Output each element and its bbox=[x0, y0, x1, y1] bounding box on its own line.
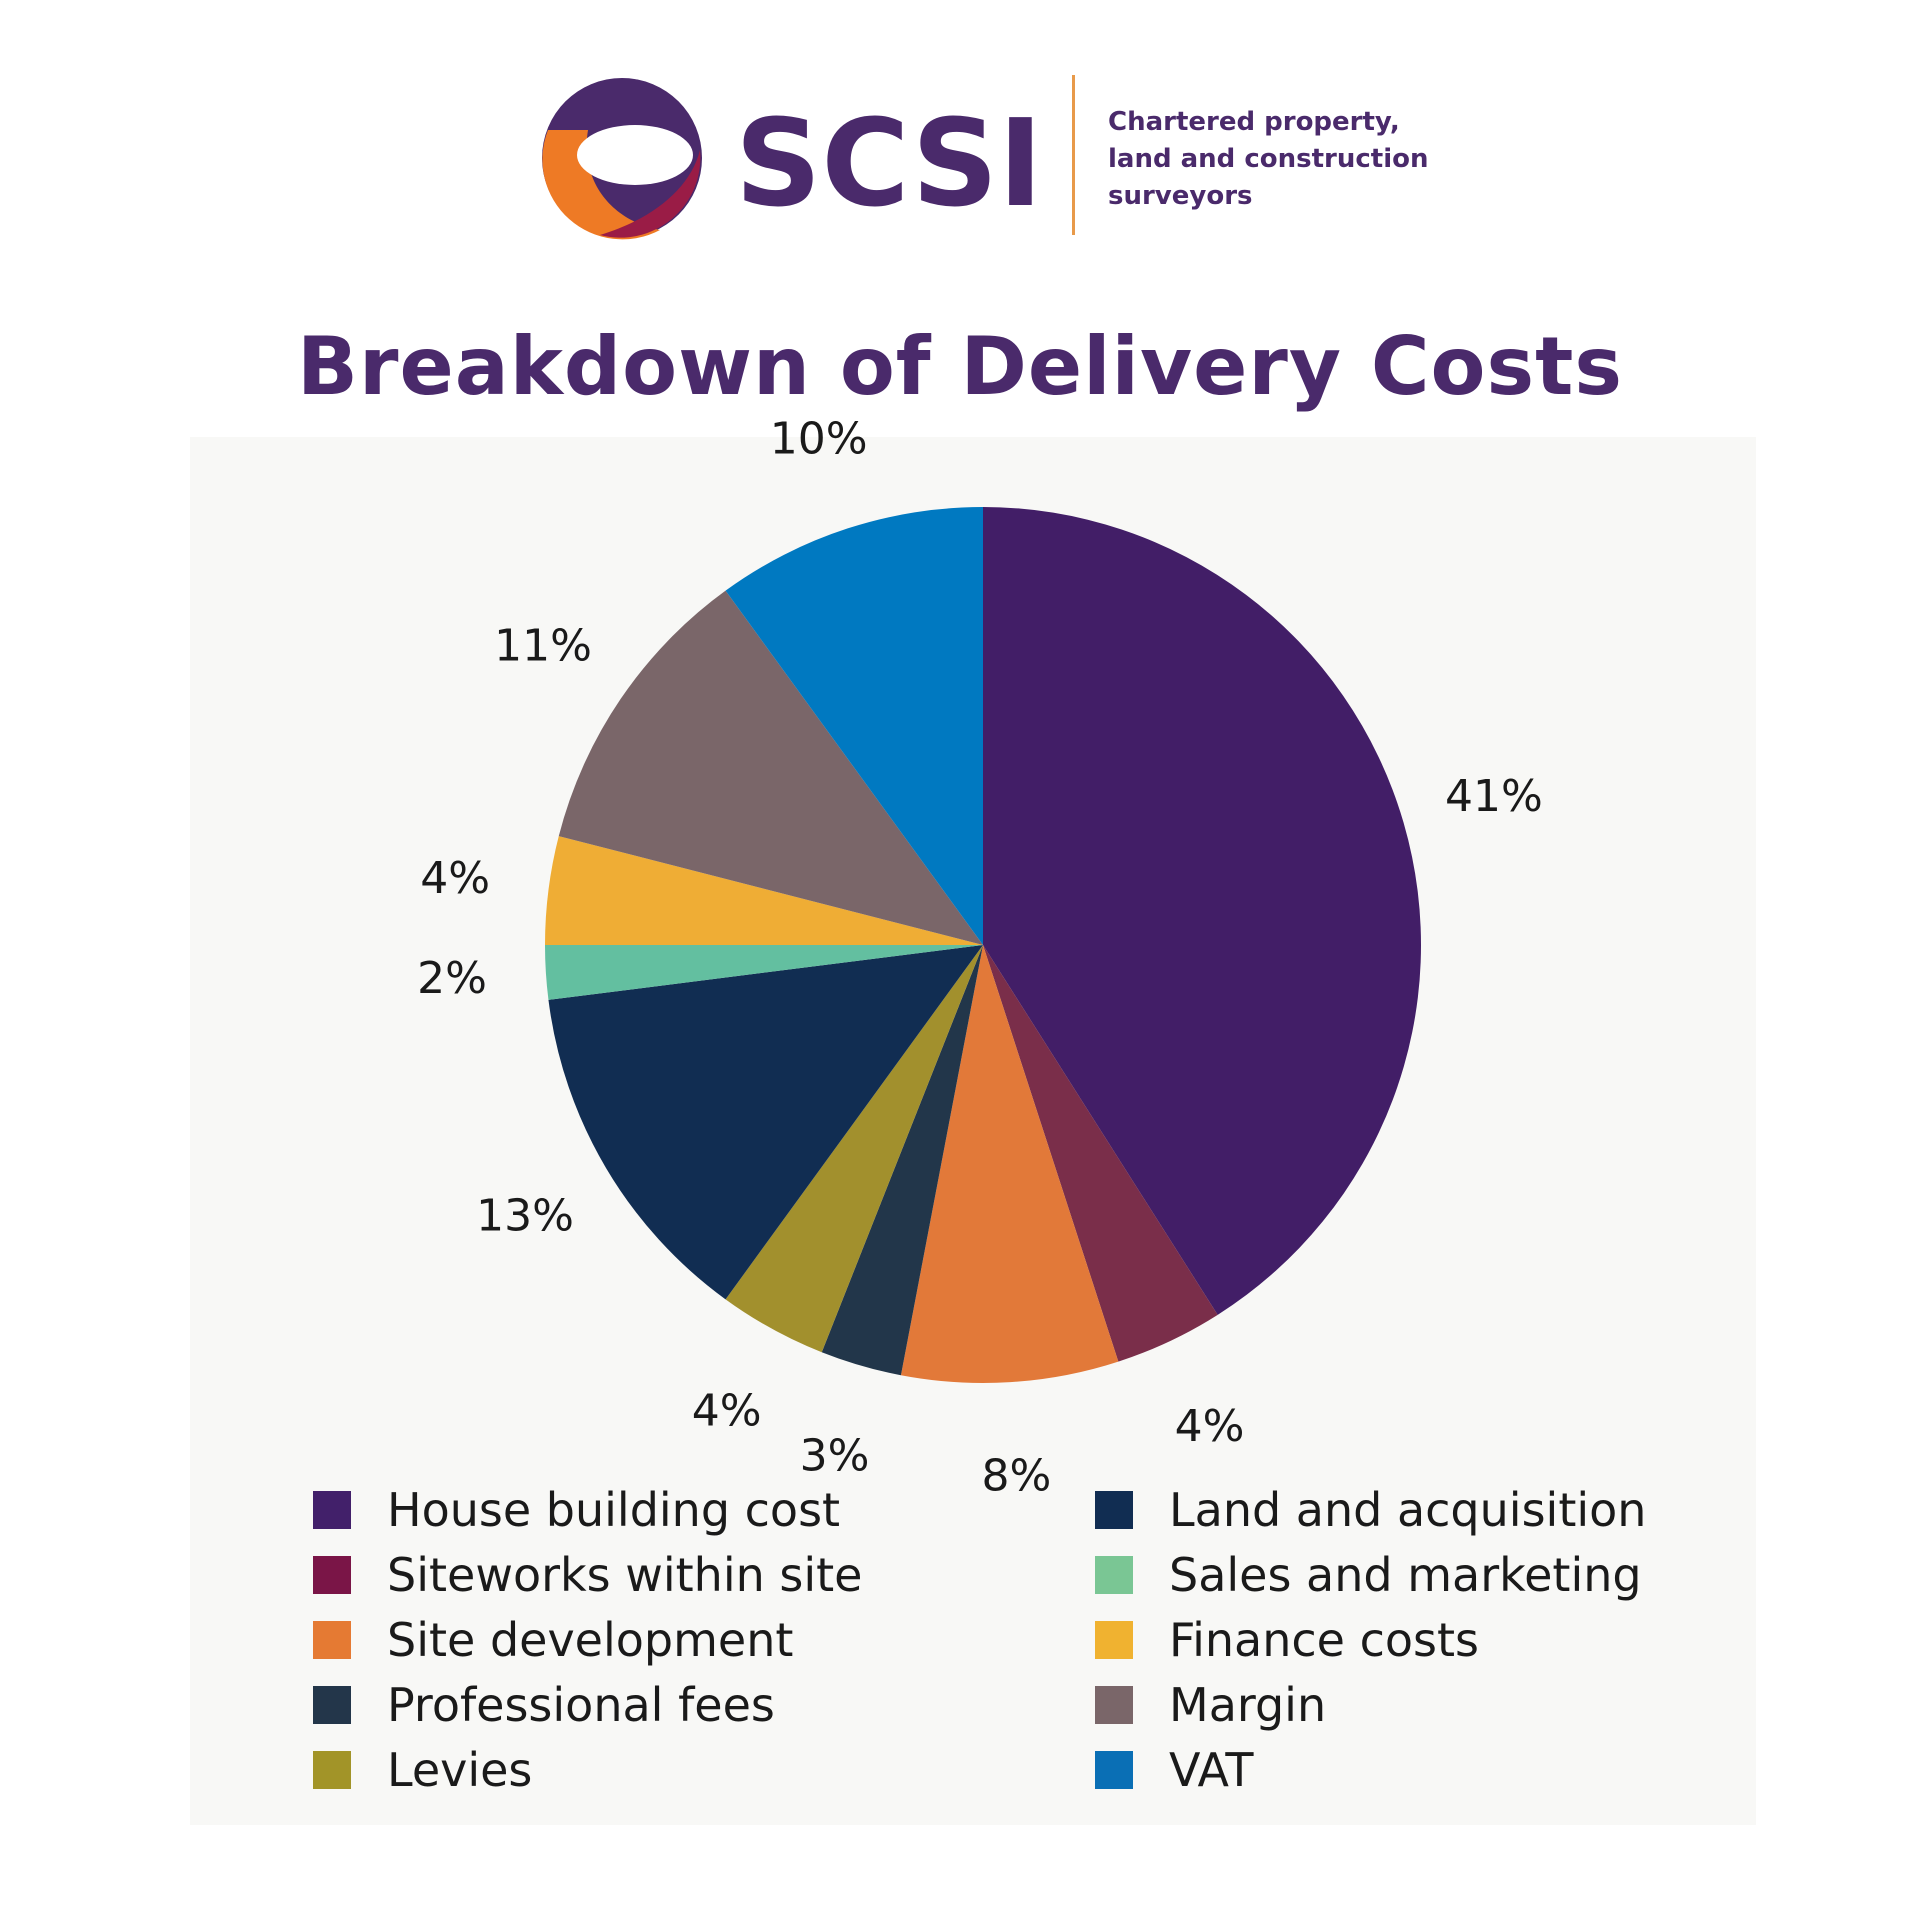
pie-slice-margin bbox=[558, 590, 983, 945]
legend-item-sales-and-marketing: Sales and marketing bbox=[1095, 1545, 1642, 1605]
legend-swatch bbox=[1095, 1621, 1133, 1659]
pie-slice-vat bbox=[725, 507, 983, 945]
legend-swatch bbox=[313, 1621, 351, 1659]
pie-slice-house-building-cost bbox=[983, 507, 1421, 1315]
logo-tagline-line-2: land and construction bbox=[1108, 144, 1429, 174]
legend-item-margin: Margin bbox=[1095, 1675, 1326, 1735]
legend-swatch bbox=[313, 1686, 351, 1724]
data-label-vat: 10% bbox=[770, 414, 868, 465]
pie-slice-sales-and-marketing bbox=[545, 945, 983, 1000]
legend-item-vat: VAT bbox=[1095, 1740, 1254, 1800]
legend-swatch bbox=[313, 1556, 351, 1594]
legend-item-professional-fees: Professional fees bbox=[313, 1675, 775, 1735]
legend-item-site-development: Site development bbox=[313, 1610, 793, 1670]
logo-tagline-line-1: Chartered property, bbox=[1108, 107, 1400, 137]
legend-item-levies: Levies bbox=[313, 1740, 532, 1800]
pie-slice-land-and-acquisition bbox=[548, 945, 983, 1300]
legend-label: House building cost bbox=[387, 1483, 841, 1537]
pie-slice-site-development bbox=[900, 945, 1119, 1383]
pie-slice-siteworks-within-site bbox=[983, 945, 1218, 1362]
data-label-levies: 4% bbox=[692, 1386, 762, 1437]
data-label-house-building-cost: 41% bbox=[1445, 771, 1543, 822]
data-label-finance-costs: 4% bbox=[420, 853, 490, 904]
pie-slice-professional-fees bbox=[821, 945, 983, 1376]
legend-swatch bbox=[313, 1751, 351, 1789]
legend-swatch bbox=[1095, 1491, 1133, 1529]
scsi-emblem-icon bbox=[542, 78, 702, 240]
data-label-professional-fees: 3% bbox=[800, 1430, 870, 1481]
legend-label: Land and acquisition bbox=[1169, 1483, 1647, 1537]
logo-wordmark: SCSI bbox=[735, 95, 1043, 234]
legend-label: Finance costs bbox=[1169, 1613, 1480, 1667]
data-label-land-and-acquisition: 13% bbox=[476, 1190, 574, 1241]
legend-swatch bbox=[1095, 1751, 1133, 1789]
legend-label: VAT bbox=[1169, 1743, 1254, 1797]
logo-tagline-line-3: surveyors bbox=[1108, 181, 1253, 211]
legend-swatch bbox=[1095, 1686, 1133, 1724]
pie-slice-levies bbox=[725, 945, 983, 1353]
legend-item-finance-costs: Finance costs bbox=[1095, 1610, 1479, 1670]
legend-label: Sales and marketing bbox=[1169, 1548, 1642, 1602]
legend-label: Site development bbox=[387, 1613, 794, 1667]
legend-item-house-building-cost: House building cost bbox=[313, 1480, 840, 1540]
scsi-logo: SCSI Chartered property, land and constr… bbox=[542, 75, 1429, 240]
data-label-sales-and-marketing: 2% bbox=[417, 953, 487, 1004]
legend-swatch bbox=[1095, 1556, 1133, 1594]
logo-divider bbox=[1072, 75, 1075, 235]
legend-label: Margin bbox=[1169, 1678, 1327, 1732]
chart-title: Breakdown of Delivery Costs bbox=[297, 320, 1623, 413]
legend-label: Professional fees bbox=[387, 1678, 775, 1732]
legend-label: Levies bbox=[387, 1743, 533, 1797]
legend-item-land-and-acquisition: Land and acquisition bbox=[1095, 1480, 1646, 1540]
data-label-margin: 11% bbox=[494, 620, 592, 671]
data-label-siteworks-within-site: 4% bbox=[1175, 1401, 1245, 1452]
data-label-site-development: 8% bbox=[981, 1450, 1051, 1501]
legend-swatch bbox=[313, 1491, 351, 1529]
pie-slice-finance-costs bbox=[545, 836, 983, 945]
legend-item-siteworks-within-site: Siteworks within site bbox=[313, 1545, 862, 1605]
legend-label: Siteworks within site bbox=[387, 1548, 863, 1602]
